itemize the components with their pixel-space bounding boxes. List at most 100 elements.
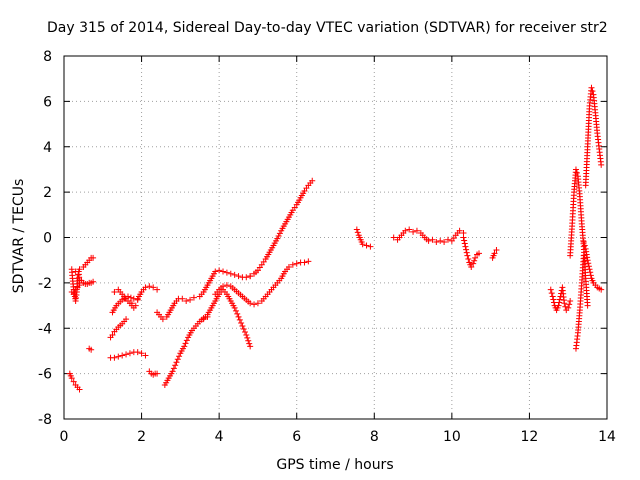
data-point (470, 260, 477, 267)
data-point (556, 296, 563, 303)
data-point (468, 263, 475, 270)
data-point (581, 242, 588, 249)
grid-lines (64, 56, 607, 419)
data-point (235, 273, 242, 280)
data-point (293, 260, 300, 267)
y-tick-label: 2 (43, 185, 52, 201)
data-point (119, 352, 126, 359)
data-point (585, 263, 592, 270)
data-point (309, 177, 316, 184)
data-point (220, 283, 227, 290)
data-point (413, 227, 420, 234)
data-point (138, 350, 145, 357)
data-point (239, 322, 246, 329)
data-point (441, 239, 448, 246)
data-point (461, 240, 468, 247)
data-point (174, 356, 181, 363)
data-point (115, 353, 122, 360)
data-point (276, 230, 283, 237)
data-point (493, 246, 500, 253)
data-point (146, 283, 153, 290)
data-point (154, 286, 161, 293)
data-point (247, 343, 254, 350)
data-point (471, 257, 478, 264)
data-point (244, 334, 251, 341)
data-point (235, 313, 242, 320)
data-point (236, 316, 243, 323)
data-point (437, 237, 444, 244)
data-point (76, 282, 83, 289)
data-point (463, 249, 470, 256)
data-point (212, 268, 219, 275)
data-point (232, 307, 239, 314)
data-point (588, 84, 595, 91)
data-point (109, 332, 116, 339)
data-point (555, 302, 562, 309)
data-point (132, 302, 139, 309)
data-point (176, 353, 183, 360)
data-point (245, 337, 252, 344)
data-point (556, 299, 563, 306)
data-point (390, 234, 397, 241)
data-point (584, 302, 591, 309)
y-tick-label: 4 (43, 140, 52, 156)
x-tick-label: 14 (598, 429, 616, 445)
x-tick-label: 6 (292, 429, 301, 445)
data-point (433, 239, 440, 246)
data-point (354, 229, 361, 236)
data-point (121, 295, 128, 302)
data-point (238, 319, 245, 326)
data-point (367, 243, 374, 250)
data-point (223, 269, 230, 276)
data-point (491, 250, 498, 257)
data-point (247, 300, 254, 307)
data-point (587, 272, 594, 279)
data-point (142, 352, 149, 359)
data-point (154, 370, 161, 377)
data-point (472, 254, 479, 261)
data-point (76, 266, 83, 273)
data-point (128, 300, 135, 307)
data-point (547, 286, 554, 293)
data-point (227, 270, 234, 277)
data-points (66, 84, 605, 393)
data-point (254, 300, 261, 307)
data-point (181, 343, 188, 350)
x-tick-label: 10 (443, 429, 461, 445)
data-point (464, 252, 471, 259)
axis-ticks: 0 2 4 6 8 10 12 14 -8 -6 -4 -2 0 2 4 6 8 (38, 49, 616, 445)
data-point (462, 243, 469, 250)
data-point (134, 349, 141, 356)
data-point (456, 227, 463, 234)
data-point (589, 88, 596, 95)
data-point (585, 260, 592, 267)
data-point (406, 226, 413, 233)
data-point (190, 294, 197, 301)
data-point (566, 301, 573, 308)
data-point (247, 273, 254, 280)
x-axis-label: GPS time / hours (276, 457, 394, 473)
data-point (598, 161, 605, 168)
data-point (68, 375, 75, 382)
data-point (127, 294, 134, 301)
data-point (301, 259, 308, 266)
data-point (572, 166, 579, 173)
data-point (123, 316, 130, 323)
y-tick-label: 0 (43, 231, 52, 247)
data-point (550, 296, 557, 303)
data-point (275, 232, 282, 239)
data-point (444, 236, 451, 243)
data-point (220, 268, 227, 275)
data-point (567, 298, 574, 305)
data-point (573, 169, 580, 176)
data-point (111, 288, 118, 295)
data-point (123, 351, 130, 358)
data-point (88, 346, 95, 353)
data-point (243, 274, 250, 281)
data-point (549, 293, 556, 300)
plot-frame (63, 55, 608, 420)
data-point (70, 378, 77, 385)
data-point (90, 278, 97, 285)
y-tick-label: -6 (38, 367, 52, 383)
